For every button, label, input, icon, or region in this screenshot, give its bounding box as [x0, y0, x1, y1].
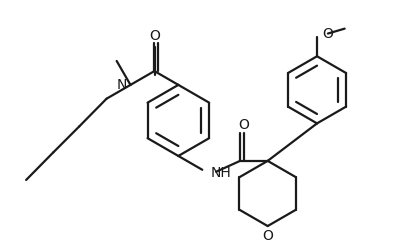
Text: N: N	[116, 78, 127, 92]
Text: O: O	[149, 29, 160, 42]
Text: O: O	[322, 27, 333, 41]
Text: O: O	[262, 229, 273, 243]
Text: O: O	[238, 118, 249, 132]
Text: NH: NH	[210, 166, 231, 180]
